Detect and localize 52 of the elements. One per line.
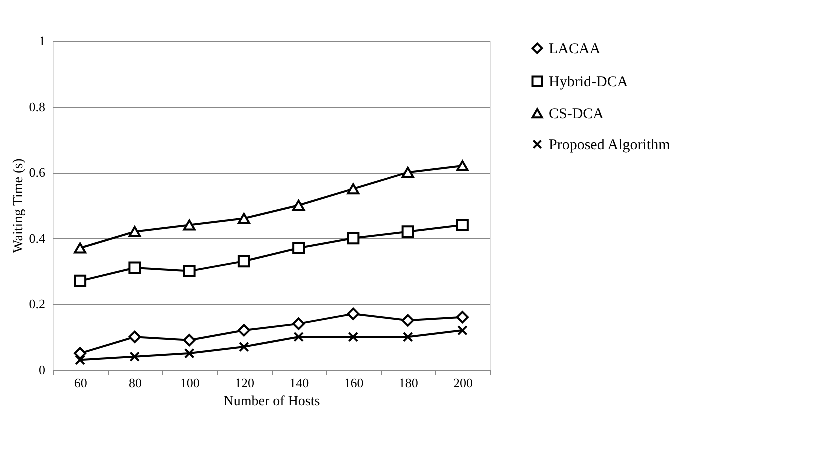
point [130, 352, 140, 362]
y-tick-label: 0.6 [29, 165, 46, 180]
point [402, 167, 414, 178]
point [238, 213, 250, 224]
point [348, 332, 359, 342]
point [75, 354, 86, 366]
legend-label: LACAA [549, 42, 601, 58]
x-tick-label: 180 [398, 376, 418, 390]
point [456, 311, 469, 324]
legend-label: Hybrid-DCA [549, 74, 628, 90]
y-axis-title: Waiting Time (s) [11, 158, 26, 254]
point [128, 226, 142, 238]
x-tick-label: 100 [180, 376, 200, 390]
legend-label: Proposed Algorithm [549, 138, 671, 154]
point [294, 332, 304, 342]
x-tick-label: 60 [74, 376, 88, 390]
point [238, 324, 250, 337]
point [238, 342, 250, 352]
point [238, 255, 250, 268]
y-tick-label: 0.4 [29, 230, 46, 246]
y-tick-label: 1 [39, 34, 46, 48]
point [402, 226, 414, 238]
x-axis-title: Number of Hosts [224, 394, 320, 410]
point [292, 242, 306, 255]
point [183, 334, 196, 347]
point [456, 160, 469, 172]
point [183, 220, 196, 231]
point [402, 314, 414, 327]
y-tick-label: 0.8 [29, 99, 46, 114]
legend-label: CS-DCA [549, 106, 604, 122]
y-tick-label: 0.2 [29, 296, 46, 312]
x-tick-label: 80 [128, 376, 142, 390]
point [183, 265, 196, 278]
point [457, 325, 468, 336]
x-tick-label: 120 [234, 376, 254, 390]
point [347, 232, 360, 245]
y-tick-label: 0 [39, 362, 46, 378]
point [74, 274, 87, 288]
point [347, 184, 360, 195]
x-tick-label: 200 [453, 376, 473, 390]
point [128, 262, 142, 274]
point [292, 200, 306, 212]
x-tick-label: 140 [290, 376, 310, 390]
point [456, 218, 469, 232]
x-tick-label: 160 [344, 376, 364, 390]
point [74, 242, 87, 254]
point [128, 330, 142, 344]
point [402, 332, 414, 342]
point [74, 347, 87, 360]
point [184, 348, 195, 359]
point [347, 308, 360, 320]
point [292, 318, 306, 330]
